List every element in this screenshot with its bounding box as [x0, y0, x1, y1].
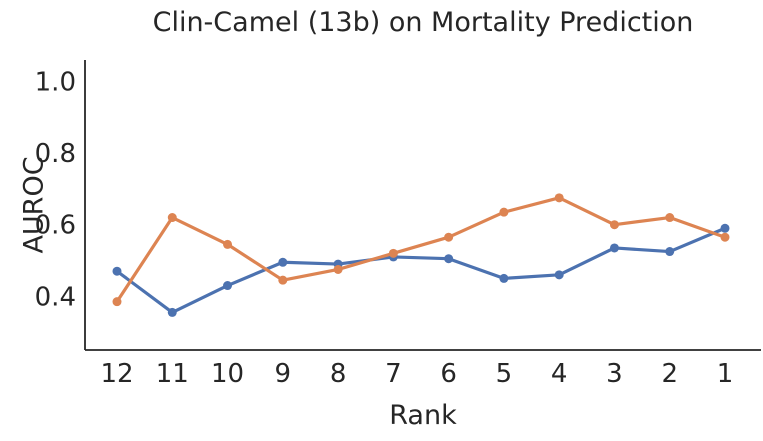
- series-blue-marker: [554, 270, 564, 280]
- series-orange-marker: [388, 248, 398, 258]
- x-tick-label: 11: [156, 359, 189, 389]
- series-blue-line: [115, 226, 727, 315]
- series-orange-marker: [720, 232, 730, 242]
- series-orange-marker: [167, 213, 177, 223]
- series-blue-marker: [167, 307, 177, 317]
- x-axis-label: Rank: [389, 400, 457, 431]
- series-orange-marker: [333, 264, 343, 274]
- series-orange-marker: [223, 239, 233, 249]
- x-tick-label: 4: [551, 359, 568, 389]
- x-tick-label: 12: [100, 359, 133, 389]
- y-tick-label: 0.4: [35, 282, 76, 312]
- x-tick-label: 9: [275, 359, 292, 389]
- x-tick-label: 8: [330, 359, 347, 389]
- chart-title: Clin-Camel (13b) on Mortality Prediction: [152, 7, 694, 38]
- series-orange-marker: [609, 220, 619, 230]
- x-tick-label: 2: [661, 359, 678, 389]
- x-tick-label: 6: [440, 359, 457, 389]
- series-blue-marker: [609, 243, 619, 253]
- x-tick-label: 7: [385, 359, 402, 389]
- series-blue-marker: [444, 254, 454, 264]
- x-tick-label: 1: [717, 359, 734, 389]
- series-blue-marker: [720, 223, 730, 233]
- series-orange-marker: [665, 213, 675, 223]
- series-orange-marker: [444, 232, 454, 242]
- series-orange-marker: [278, 275, 288, 285]
- series-blue-marker: [499, 273, 509, 283]
- series-blue-marker: [112, 266, 122, 276]
- series-orange-marker: [499, 207, 509, 217]
- y-tick-label: 0.8: [35, 139, 76, 169]
- series-orange-marker: [554, 193, 564, 203]
- series-blue-marker: [278, 257, 288, 267]
- series-orange-line: [115, 196, 727, 304]
- y-tick-label: 1.0: [35, 67, 76, 97]
- x-tick-label: 3: [606, 359, 623, 389]
- series-orange-marker: [112, 297, 122, 307]
- y-tick-label: 0.6: [35, 211, 76, 241]
- series-blue-marker: [223, 281, 233, 291]
- series-blue-marker: [665, 247, 675, 257]
- x-tick-label: 5: [496, 359, 513, 389]
- x-tick-label: 10: [211, 359, 244, 389]
